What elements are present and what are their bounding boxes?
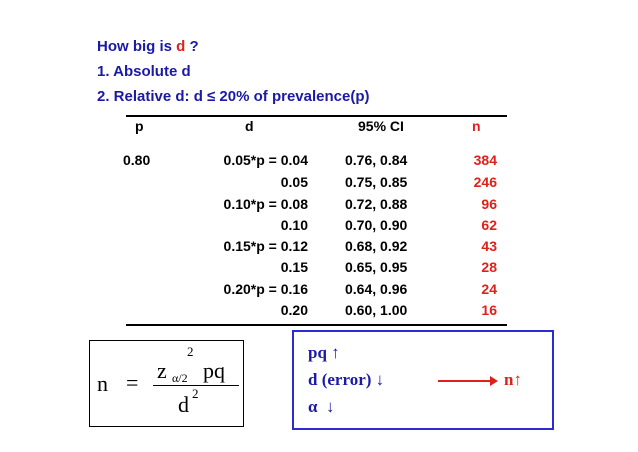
effect-d-error-label: d (error) (308, 370, 372, 389)
sample-size-formula: n = z α/2 2 pq d 2 (89, 340, 244, 427)
item-relative-d: 2. Relative d: d ≤ 20% of prevalence(p) (97, 88, 370, 105)
table-row: 0.80 0.05*p = 0.04 0.76, 0.84 384 (0, 152, 638, 172)
down-arrow-icon: ↓ (375, 370, 385, 389)
cell-d: 0.10*p = 0.08 (223, 196, 308, 212)
cell-d: 0.15*p = 0.12 (223, 238, 308, 254)
question-mark: ? (185, 38, 199, 55)
effect-pq-label: pq (308, 343, 327, 362)
formula-equals: = (126, 370, 139, 395)
cell-n: 62 (481, 217, 497, 233)
cell-n: 384 (473, 152, 497, 168)
table-row: 0.20*p = 0.16 0.64, 0.96 24 (0, 281, 638, 301)
fraction-bar (153, 385, 239, 386)
effect-pq: pq ↑ (308, 343, 340, 363)
formula-n: n (97, 371, 108, 396)
table-row: 0.20 0.60, 1.00 16 (0, 302, 638, 322)
effect-alpha: α ↓ (308, 397, 335, 417)
effect-result: n↑ (504, 370, 522, 390)
cell-n: 28 (481, 259, 497, 275)
cell-ci: 0.72, 0.88 (345, 196, 408, 212)
cell-ci: 0.76, 0.84 (345, 152, 408, 168)
down-arrow-icon: ↓ (326, 397, 335, 416)
formula-pq: pq (203, 358, 225, 383)
col-header-d: d (245, 118, 254, 134)
table-bottom-rule (126, 324, 507, 326)
col-header-n: n (472, 118, 481, 134)
formula-z-superscript: 2 (187, 344, 194, 359)
cell-d: 0.20 (280, 302, 308, 318)
table-row: 0.15 0.65, 0.95 28 (0, 259, 638, 279)
cell-d: 0.05 (280, 174, 308, 190)
up-arrow-icon: ↑ (331, 343, 340, 362)
right-arrow-icon (438, 376, 498, 386)
up-arrow-icon: ↑ (513, 370, 522, 389)
cell-d: 0.10 (280, 217, 308, 233)
formula-d: d (178, 392, 189, 417)
effect-result-n: n (504, 370, 514, 389)
cell-n: 24 (481, 281, 497, 297)
cell-d: 0.20*p = 0.16 (223, 281, 308, 297)
cell-ci: 0.64, 0.96 (345, 281, 408, 297)
table-row: 0.10 0.70, 0.90 62 (0, 217, 638, 237)
effect-d-error: d (error) ↓ (308, 370, 384, 390)
cell-d: 0.05*p = 0.04 (223, 152, 308, 168)
cell-n: 43 (481, 238, 497, 254)
cell-ci: 0.65, 0.95 (345, 259, 408, 275)
cell-ci: 0.75, 0.85 (345, 174, 408, 190)
formula-d-superscript: 2 (192, 386, 199, 401)
effects-box: pq ↑ d (error) ↓ α ↓ n↑ (292, 330, 554, 430)
table-row: 0.10*p = 0.08 0.72, 0.88 96 (0, 196, 638, 216)
table-top-rule (126, 115, 507, 117)
cell-ci: 0.68, 0.92 (345, 238, 408, 254)
col-header-p: p (135, 118, 144, 134)
cell-d: 0.15 (280, 259, 308, 275)
cell-p: 0.80 (123, 152, 151, 168)
cell-ci: 0.60, 1.00 (345, 302, 408, 318)
cell-ci: 0.70, 0.90 (345, 217, 408, 233)
table-row: 0.15*p = 0.12 0.68, 0.92 43 (0, 238, 638, 258)
question-heading: How big is d ? (97, 38, 199, 55)
table-row: 0.05 0.75, 0.85 246 (0, 174, 638, 194)
cell-n: 246 (473, 174, 497, 190)
item-absolute-d: 1. Absolute d (97, 63, 191, 80)
question-d: d (176, 38, 186, 55)
question-text: How big is (97, 38, 177, 55)
formula-z-subscript: α/2 (172, 371, 188, 385)
effect-alpha-label: α (308, 397, 318, 416)
cell-n: 16 (481, 302, 497, 318)
formula-z: z (157, 358, 167, 383)
col-header-ci: 95% CI (358, 118, 404, 134)
cell-n: 96 (481, 196, 497, 212)
